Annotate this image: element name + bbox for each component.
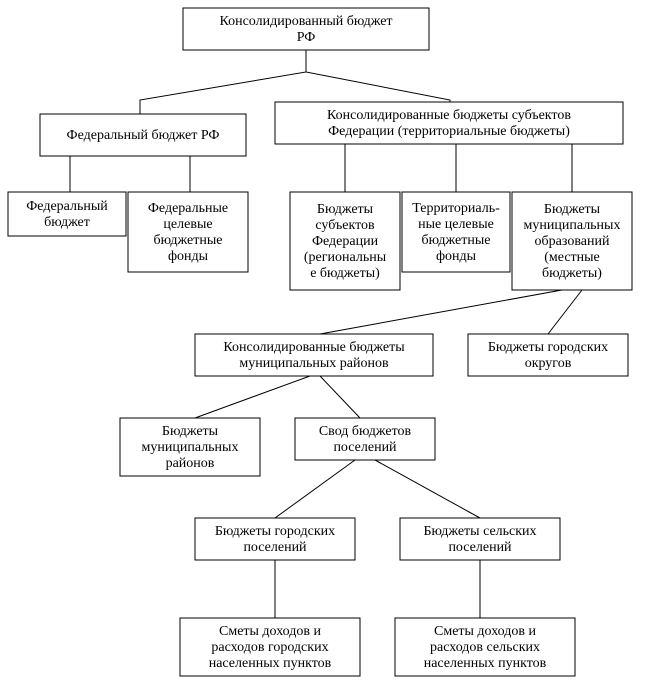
node-sel_pos: Бюджеты сельскихпоселений (400, 518, 560, 560)
node-muni_rayon: Бюджетымуниципальныхрайонов (120, 418, 260, 476)
edge-muni_form-cons_muni (320, 290, 562, 334)
node-terr_funds: Территориаль-ные целевыебюджетныефонды (402, 192, 510, 272)
node-smeta_city: Сметы доходов ирасходов городскихнаселен… (180, 618, 360, 676)
node-fed: Федеральный бюджет РФ (40, 114, 246, 156)
node-subj_reg: БюджетысубъектовФедерации(региональные б… (290, 192, 400, 290)
node-svod_pos: Свод бюджетовпоселений (295, 418, 435, 460)
node-label-cons_subj: Консолидированные бюджеты субъектовФедер… (327, 108, 571, 139)
node-label-cons_muni: Консолидированные бюджетымуниципальных р… (223, 340, 405, 371)
node-city_pos: Бюджеты городскихпоселений (195, 518, 355, 560)
node-label-smeta_city: Сметы доходов ирасходов городскихнаселен… (209, 624, 332, 671)
edge-root-cons_subj (306, 50, 450, 102)
node-label-smeta_sel: Сметы доходов ирасходов сельскихнаселенн… (424, 624, 547, 671)
budget-hierarchy-diagram: Консолидированный бюджетРФ Федеральный бю… (0, 0, 655, 699)
node-muni_form: Бюджетымуниципальныхобразований(местныеб… (512, 192, 632, 290)
edge-muni_form-city_okrug (548, 290, 582, 334)
node-cons_subj: Консолидированные бюджеты субъектовФедер… (275, 102, 623, 144)
node-label-fed: Федеральный бюджет РФ (67, 128, 220, 143)
edge-cons_muni-svod_pos (320, 376, 360, 418)
edge-cons_muni-muni_rayon (195, 376, 310, 418)
edge-svod_pos-city_pos (275, 460, 355, 518)
nodes-layer: Консолидированный бюджетРФ Федеральный бю… (8, 8, 632, 676)
edge-svod_pos-sel_pos (375, 460, 480, 518)
node-fed_funds: Федеральныецелевыебюджетныефонды (128, 192, 248, 272)
node-root: Консолидированный бюджетРФ (183, 8, 429, 50)
node-city_okrug: Бюджеты городскихокругов (468, 334, 628, 376)
node-cons_muni: Консолидированные бюджетымуниципальных р… (195, 334, 433, 376)
node-smeta_sel: Сметы доходов ирасходов сельскихнаселенн… (395, 618, 575, 676)
node-fed_budget: Федеральныйбюджет (8, 192, 126, 236)
